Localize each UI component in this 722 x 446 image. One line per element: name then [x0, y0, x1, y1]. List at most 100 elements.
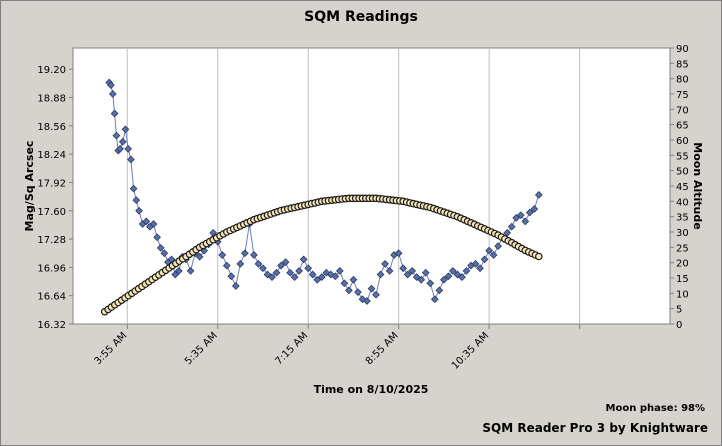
sqm-point — [295, 267, 304, 275]
sqm-point — [240, 249, 249, 258]
sqm-point — [349, 275, 358, 284]
sqm-point — [430, 295, 439, 304]
y-tick-label: 16.96 — [37, 263, 66, 274]
sqm-point — [268, 273, 276, 281]
sqm-point — [110, 109, 119, 118]
sqm-point — [417, 275, 426, 284]
sqm-point — [156, 244, 165, 252]
y2-tick-label: 25 — [676, 243, 689, 254]
y-tick-label: 19.20 — [37, 65, 66, 76]
y2-tick-label: 65 — [676, 121, 689, 132]
sqm-point — [108, 90, 117, 98]
sqm-point — [317, 273, 326, 281]
y2-tick-label: 90 — [676, 44, 689, 55]
moon-phase-text: Moon phase: 98% — [605, 403, 705, 414]
y2-tick-label: 0 — [676, 320, 682, 331]
plot-area — [72, 47, 671, 325]
y-tick-label: 16.64 — [37, 292, 66, 303]
y2-tick-label: 45 — [676, 182, 689, 193]
sqm-point — [394, 249, 403, 258]
sqm-point — [376, 270, 385, 279]
y2-tick-label: 75 — [676, 90, 689, 101]
y2-axis-label: Moon Altitude — [691, 142, 704, 229]
app-brand-text: SQM Reader Pro 3 by Knightware — [482, 421, 708, 435]
sqm-point — [250, 251, 258, 259]
sqm-point — [449, 267, 457, 275]
sqm-point — [218, 251, 227, 259]
sqm-point — [521, 217, 530, 226]
x-tick-label: 10:35 AM — [450, 330, 491, 371]
chart-title: SQM Readings — [304, 9, 418, 25]
sqm-point — [124, 144, 133, 153]
y-tick-label: 18.24 — [37, 150, 66, 161]
y2-tick-label: 60 — [676, 136, 689, 147]
sqm-point — [516, 211, 525, 220]
moon-point — [534, 252, 543, 261]
sqm-point — [426, 279, 435, 288]
y-tick-label: 17.92 — [37, 178, 66, 189]
sqm-point — [129, 184, 138, 193]
sqm-point — [381, 259, 389, 268]
sqm-point — [132, 196, 141, 205]
sqm-point — [476, 264, 484, 273]
y-tick-label: 16.32 — [37, 320, 66, 331]
sqm-point — [308, 270, 317, 279]
sqm-point — [485, 246, 493, 255]
sqm-point — [127, 155, 135, 164]
y2-tick-label: 10 — [676, 289, 689, 300]
y2-tick-label: 50 — [676, 167, 689, 178]
sqm-point — [259, 264, 267, 273]
y-tick-label: 17.28 — [37, 235, 66, 246]
sqm-point — [471, 259, 480, 268]
sqm-point — [286, 268, 294, 277]
sqm-point — [439, 275, 448, 284]
sqm-point — [444, 272, 453, 281]
sqm-point — [277, 261, 285, 270]
grid-lines — [126, 48, 581, 324]
sqm-point — [290, 273, 299, 281]
sqm-point — [112, 131, 121, 140]
sqm-point — [304, 264, 313, 273]
y2-tick-label: 15 — [676, 274, 689, 285]
sqm-point — [530, 205, 539, 213]
sqm-point — [174, 267, 183, 275]
y2-tick-label: 70 — [676, 105, 689, 116]
sqm-point — [363, 297, 371, 305]
y-tick-label: 18.56 — [37, 122, 66, 133]
y-tick-label: 17.60 — [37, 207, 66, 218]
sqm-point — [403, 270, 412, 279]
sqm-point — [489, 251, 498, 259]
sqm-point — [367, 284, 376, 293]
sqm-point — [222, 261, 231, 270]
sqm-point — [412, 273, 421, 281]
sqm-point — [160, 249, 169, 258]
sqm-point — [421, 268, 430, 277]
x-tick-label: 8:55 AM — [364, 330, 401, 367]
sqm-point — [299, 255, 308, 264]
sqm-point — [326, 270, 335, 279]
x-tick-label: 5:35 AM — [183, 330, 220, 367]
sqm-point — [340, 279, 349, 288]
moon-altitude-series — [100, 194, 543, 316]
x-tick-label: 3:55 AM — [93, 330, 130, 367]
sqm-point — [534, 190, 543, 199]
sqm-point — [458, 273, 466, 281]
sqm-point — [354, 288, 362, 297]
sqm-point — [331, 272, 340, 281]
sqm-point — [408, 267, 417, 275]
sqm-point — [399, 264, 408, 273]
sqm-point — [195, 252, 204, 261]
sqm-point — [335, 267, 344, 275]
sqm-point — [462, 267, 471, 275]
sqm-point — [227, 272, 236, 281]
sqm-point — [281, 258, 290, 266]
sqm-point — [372, 290, 380, 299]
y2-tick-label: 30 — [676, 228, 689, 239]
sqm-point — [525, 208, 534, 217]
sqm-point — [116, 144, 124, 153]
x-axis-label: Time on 8/10/2025 — [314, 383, 429, 396]
sqm-point — [135, 206, 143, 215]
sqm-point — [254, 259, 263, 268]
y2-tick-label: 80 — [676, 75, 689, 86]
sqm-point — [507, 222, 516, 231]
